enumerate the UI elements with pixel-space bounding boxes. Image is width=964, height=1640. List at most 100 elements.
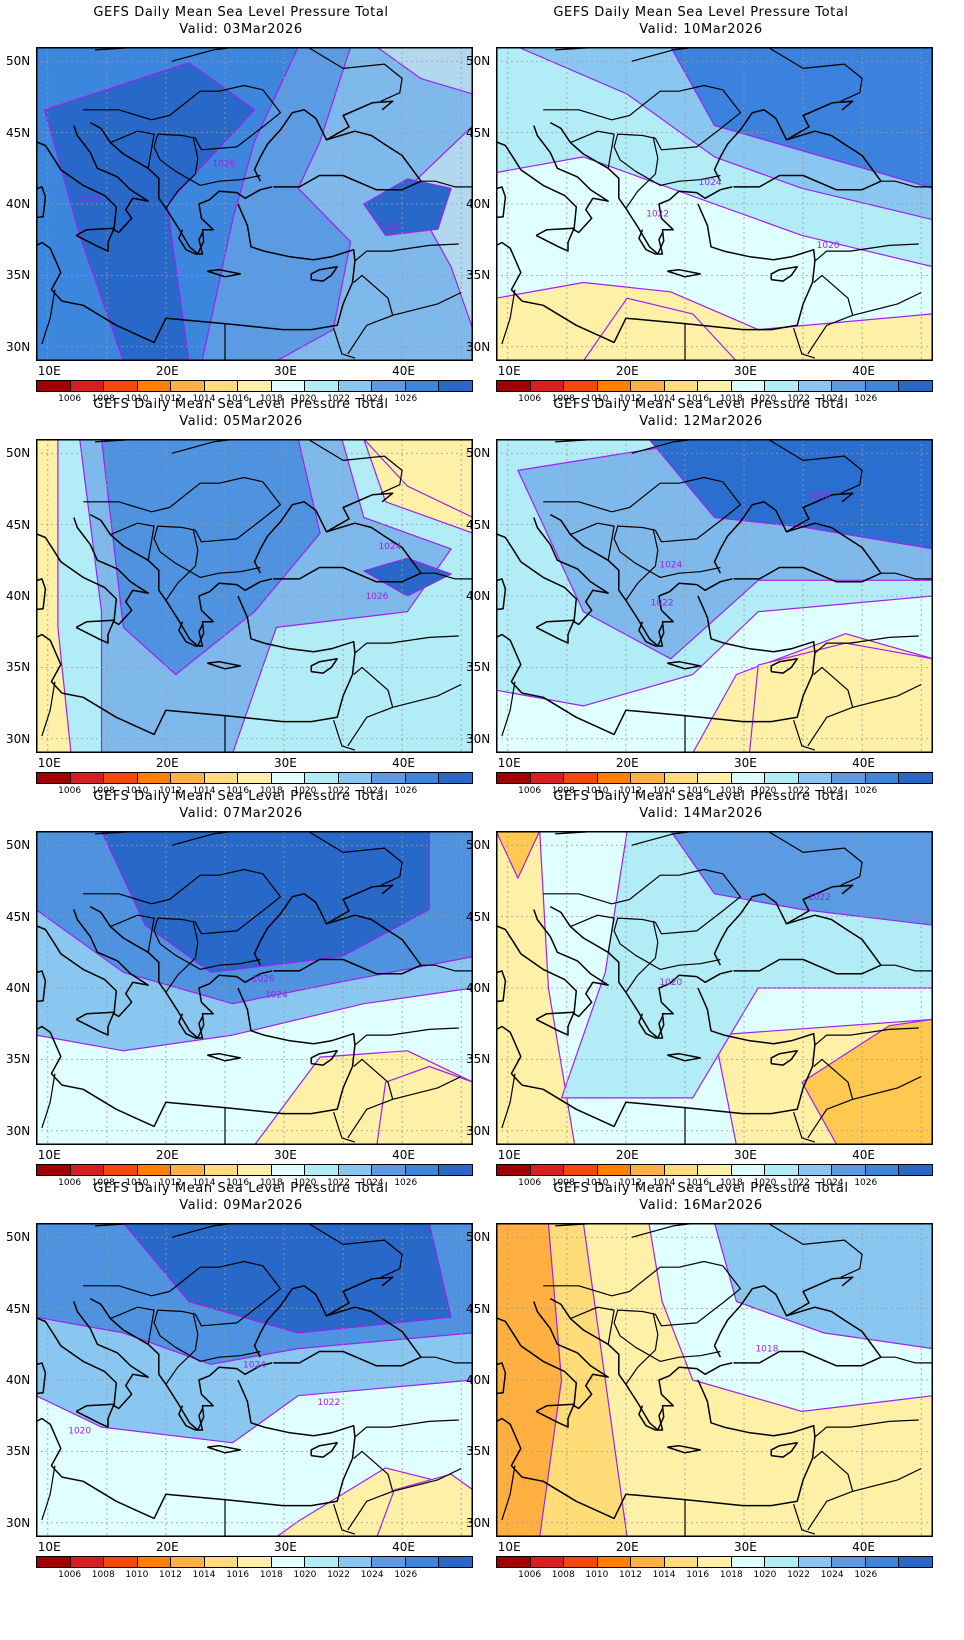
- coastline: [786, 884, 854, 925]
- country-border: [307, 47, 403, 102]
- country-border: [807, 1058, 854, 1139]
- country-border: [354, 1419, 459, 1438]
- country-border: [333, 1504, 356, 1535]
- colorbar-label: 1020: [293, 1178, 317, 1188]
- coastline: [61, 1045, 356, 1128]
- country-border: [83, 1260, 282, 1304]
- colorbar-label: 1010: [125, 1570, 149, 1580]
- coastline: [75, 1011, 115, 1036]
- colorbar-label: 1010: [125, 1178, 149, 1188]
- colorbar-swatch: [530, 1165, 565, 1175]
- coastline: [36, 1417, 63, 1478]
- colorbar-label: 1020: [293, 394, 317, 404]
- colorbar-label: 1006: [58, 786, 82, 796]
- colorbar-label: 1022: [327, 394, 350, 404]
- lat-tick-label: 40N: [466, 981, 491, 995]
- colorbar-label: 1008: [91, 786, 115, 796]
- lat-tick-label: 35N: [466, 268, 491, 283]
- coastline: [697, 203, 816, 262]
- coastline: [770, 1442, 798, 1458]
- colorbar-label: 1010: [585, 394, 609, 404]
- coastline: [713, 1285, 882, 1367]
- colorbar-label: 1020: [293, 1570, 317, 1580]
- lon-tick-label: 10E: [497, 1540, 521, 1554]
- coastline: [36, 1362, 47, 1395]
- colorbar-swatch: [137, 381, 172, 391]
- coastline: [638, 621, 664, 647]
- lon-tick-label: 40E: [392, 364, 415, 378]
- panel-valid-date: Valid: 14Mar2026: [639, 806, 763, 821]
- colorbar-label: 1012: [159, 786, 182, 796]
- coastline: [36, 633, 63, 694]
- colorbar-swatch: [597, 773, 632, 783]
- country-border: [392, 291, 462, 316]
- colorbar-swatch: [405, 773, 440, 783]
- colorbar-swatch: [698, 773, 732, 783]
- country-border: [392, 683, 462, 708]
- country-border: [807, 274, 854, 355]
- colorbar-label: 1024: [360, 394, 384, 404]
- coastline: [36, 125, 149, 234]
- coastline: [75, 619, 115, 644]
- lon-tick-label: 30E: [274, 756, 297, 770]
- lon-tick-label: 30E: [734, 756, 757, 770]
- colorbar-swatch: [238, 773, 272, 783]
- coastline: [786, 100, 854, 141]
- country-border: [83, 868, 282, 912]
- map-panel: GEFS Daily Mean Sea Level Pressure Total…: [0, 784, 482, 1194]
- panel-valid-date: Valid: 10Mar2026: [639, 22, 763, 37]
- coastline: [36, 1025, 63, 1086]
- coastline: [496, 970, 507, 1003]
- coastline: [178, 1405, 204, 1431]
- lon-tick-label: 10E: [37, 364, 61, 378]
- map-panel: GEFS Daily Mean Sea Level Pressure Total…: [0, 0, 482, 410]
- colorbar-swatch: [372, 1165, 406, 1175]
- country-border: [767, 439, 863, 494]
- lon-tick-label: 30E: [274, 1148, 297, 1162]
- colorbar-label: 1026: [394, 394, 418, 404]
- lat-tick-label: 40N: [466, 197, 491, 211]
- colorbar-label: 1008: [91, 394, 115, 404]
- lat-tick-label: 45N: [466, 517, 491, 532]
- coastline: [207, 1052, 242, 1062]
- colorbar-label: 1020: [753, 394, 777, 404]
- pressure-band: [376, 1065, 473, 1145]
- panel-valid-date: Valid: 03Mar2026: [179, 22, 303, 37]
- coastline: [310, 266, 338, 282]
- lon-tick-label: 20E: [155, 1148, 179, 1162]
- colorbar-label: 1026: [394, 786, 418, 796]
- country-border: [501, 289, 516, 345]
- colorbar-swatch: [271, 381, 306, 391]
- colorbar-label: 1026: [854, 1570, 878, 1580]
- colorbar-swatch: [204, 381, 239, 391]
- lon-tick-label: 20E: [615, 1148, 639, 1162]
- coastline: [786, 1276, 854, 1317]
- country-border: [333, 720, 356, 751]
- coastline: [496, 578, 507, 611]
- pressure-band: [496, 831, 541, 879]
- colorbar-label: 1016: [686, 1570, 710, 1580]
- colorbar-swatch: [899, 1165, 932, 1175]
- colorbar-label: 1022: [787, 786, 810, 796]
- country-border: [165, 1312, 199, 1385]
- coastline: [770, 1050, 798, 1066]
- country-border: [625, 920, 659, 993]
- country-border: [501, 1465, 516, 1521]
- colorbar-swatch: [338, 1557, 373, 1567]
- lon-tick-label: 10E: [497, 756, 521, 770]
- lat-tick-label: 30N: [6, 339, 31, 354]
- country-border: [570, 914, 615, 953]
- colorbar-label: 1006: [58, 1178, 82, 1188]
- colorbar-swatch: [439, 773, 472, 783]
- coastline: [61, 653, 356, 736]
- country-border: [392, 1467, 462, 1492]
- colorbar-swatch: [405, 1165, 440, 1175]
- lat-tick-label: 35N: [6, 660, 31, 675]
- colorbar-label: 1016: [686, 1178, 710, 1188]
- coastline: [310, 1442, 338, 1458]
- lat-tick-label: 35N: [466, 660, 491, 675]
- colorbar-swatch: [698, 1557, 732, 1567]
- coastline: [326, 492, 394, 533]
- pressure-band: [801, 1018, 933, 1145]
- coastline: [75, 227, 115, 252]
